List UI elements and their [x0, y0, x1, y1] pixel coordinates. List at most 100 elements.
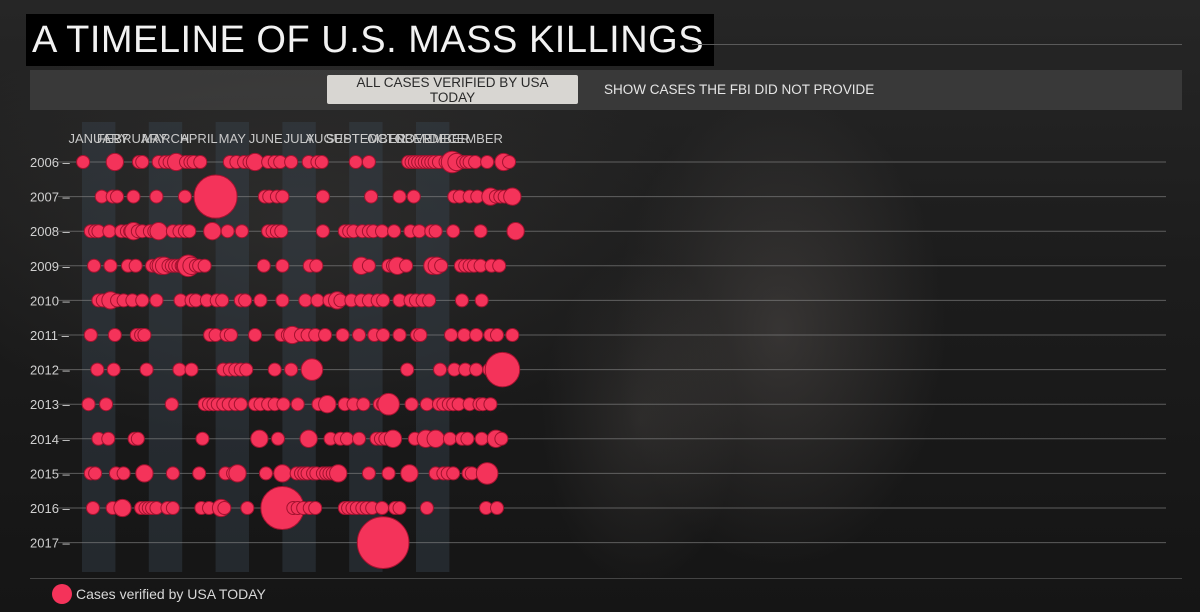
case-dot[interactable] — [460, 431, 475, 446]
case-dot[interactable] — [298, 293, 313, 308]
case-dot[interactable] — [428, 224, 443, 239]
case-dot[interactable] — [433, 362, 448, 377]
case-dot[interactable] — [339, 431, 354, 446]
case-dot[interactable] — [375, 224, 390, 239]
case-dot[interactable] — [275, 189, 290, 204]
case-dot[interactable] — [81, 397, 96, 412]
case-dot[interactable] — [454, 293, 469, 308]
case-dot[interactable] — [475, 462, 499, 485]
case-dot[interactable] — [250, 429, 269, 448]
case-dot[interactable] — [215, 293, 230, 308]
case-dot[interactable] — [193, 155, 208, 169]
case-dot[interactable] — [364, 189, 379, 204]
case-dot[interactable] — [352, 328, 367, 342]
case-dot[interactable] — [377, 392, 400, 416]
case-dot[interactable] — [400, 464, 419, 483]
fbi-cases-button[interactable]: SHOW CASES THE FBI DID NOT PROVIDE — [598, 75, 880, 104]
case-dot[interactable] — [253, 293, 268, 308]
case-dot[interactable] — [290, 397, 305, 412]
case-dot[interactable] — [356, 516, 410, 569]
case-dot[interactable] — [135, 464, 154, 483]
case-dot[interactable] — [245, 152, 265, 172]
case-dot[interactable] — [318, 328, 333, 342]
case-dot[interactable] — [392, 328, 407, 342]
case-dot[interactable] — [446, 224, 461, 239]
case-dot[interactable] — [165, 466, 180, 481]
case-dot[interactable] — [107, 328, 122, 342]
case-dot[interactable] — [135, 155, 150, 169]
case-dot[interactable] — [271, 431, 286, 446]
case-dot[interactable] — [404, 397, 419, 412]
case-dot[interactable] — [315, 224, 330, 239]
case-dot[interactable] — [239, 362, 254, 377]
case-dot[interactable] — [165, 501, 180, 515]
case-dot[interactable] — [113, 498, 132, 518]
case-dot[interactable] — [220, 224, 235, 239]
case-dot[interactable] — [484, 351, 521, 388]
case-dot[interactable] — [116, 466, 131, 481]
case-dot[interactable] — [503, 187, 522, 206]
case-dot[interactable] — [505, 328, 520, 342]
case-dot[interactable] — [329, 464, 348, 483]
case-dot[interactable] — [275, 258, 290, 273]
case-dot[interactable] — [149, 293, 164, 308]
case-dot[interactable] — [299, 429, 318, 448]
case-dot[interactable] — [193, 174, 238, 219]
case-dot[interactable] — [422, 293, 437, 308]
case-dot[interactable] — [284, 362, 299, 377]
case-dot[interactable] — [182, 224, 197, 239]
case-dot[interactable] — [406, 189, 421, 204]
case-dot[interactable] — [238, 293, 253, 308]
case-dot[interactable] — [164, 397, 179, 412]
case-dot[interactable] — [267, 362, 282, 377]
case-dot[interactable] — [90, 362, 105, 377]
case-dot[interactable] — [128, 258, 143, 273]
case-dot[interactable] — [474, 431, 489, 446]
case-dot[interactable] — [480, 155, 495, 169]
case-dot[interactable] — [494, 431, 509, 446]
case-dot[interactable] — [446, 466, 461, 481]
case-dot[interactable] — [352, 431, 367, 446]
case-dot[interactable] — [335, 328, 350, 342]
case-dot[interactable] — [172, 362, 187, 377]
case-dot[interactable] — [361, 466, 376, 481]
case-dot[interactable] — [184, 362, 199, 377]
case-dot[interactable] — [276, 397, 291, 412]
case-dot[interactable] — [419, 397, 434, 412]
case-dot[interactable] — [275, 293, 290, 308]
case-dot[interactable] — [383, 429, 403, 448]
case-dot[interactable] — [130, 431, 145, 446]
case-dot[interactable] — [223, 328, 238, 342]
case-dot[interactable] — [469, 362, 484, 377]
case-dot[interactable] — [233, 397, 248, 412]
case-dot[interactable] — [376, 328, 391, 342]
case-dot[interactable] — [234, 224, 249, 239]
case-dot[interactable] — [99, 397, 114, 412]
case-dot[interactable] — [105, 152, 124, 172]
case-dot[interactable] — [106, 362, 121, 377]
case-dot[interactable] — [348, 155, 363, 169]
case-dot[interactable] — [197, 258, 212, 273]
case-dot[interactable] — [387, 224, 402, 239]
case-dot[interactable] — [308, 501, 323, 515]
case-dot[interactable] — [506, 222, 525, 241]
case-dot[interactable] — [83, 328, 98, 342]
case-dot[interactable] — [361, 155, 376, 169]
case-dot[interactable] — [284, 155, 299, 169]
case-dot[interactable] — [442, 431, 457, 446]
case-dot[interactable] — [392, 189, 407, 204]
case-dot[interactable] — [492, 258, 507, 273]
case-dot[interactable] — [240, 501, 255, 515]
case-dot[interactable] — [126, 189, 141, 204]
case-dot[interactable] — [273, 464, 292, 483]
case-dot[interactable] — [400, 362, 415, 377]
case-dot[interactable] — [483, 397, 498, 412]
case-dot[interactable] — [502, 155, 517, 169]
case-dot[interactable] — [490, 328, 505, 342]
case-dot[interactable] — [318, 395, 337, 414]
case-dot[interactable] — [309, 258, 324, 273]
case-dot[interactable] — [356, 397, 371, 412]
case-dot[interactable] — [381, 466, 396, 481]
case-dot[interactable] — [376, 293, 391, 308]
case-dot[interactable] — [195, 431, 210, 446]
